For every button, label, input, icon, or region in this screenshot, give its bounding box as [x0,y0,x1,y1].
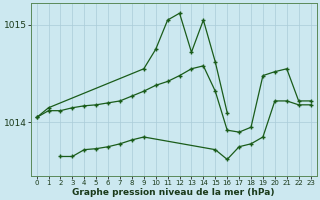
X-axis label: Graphe pression niveau de la mer (hPa): Graphe pression niveau de la mer (hPa) [72,188,275,197]
